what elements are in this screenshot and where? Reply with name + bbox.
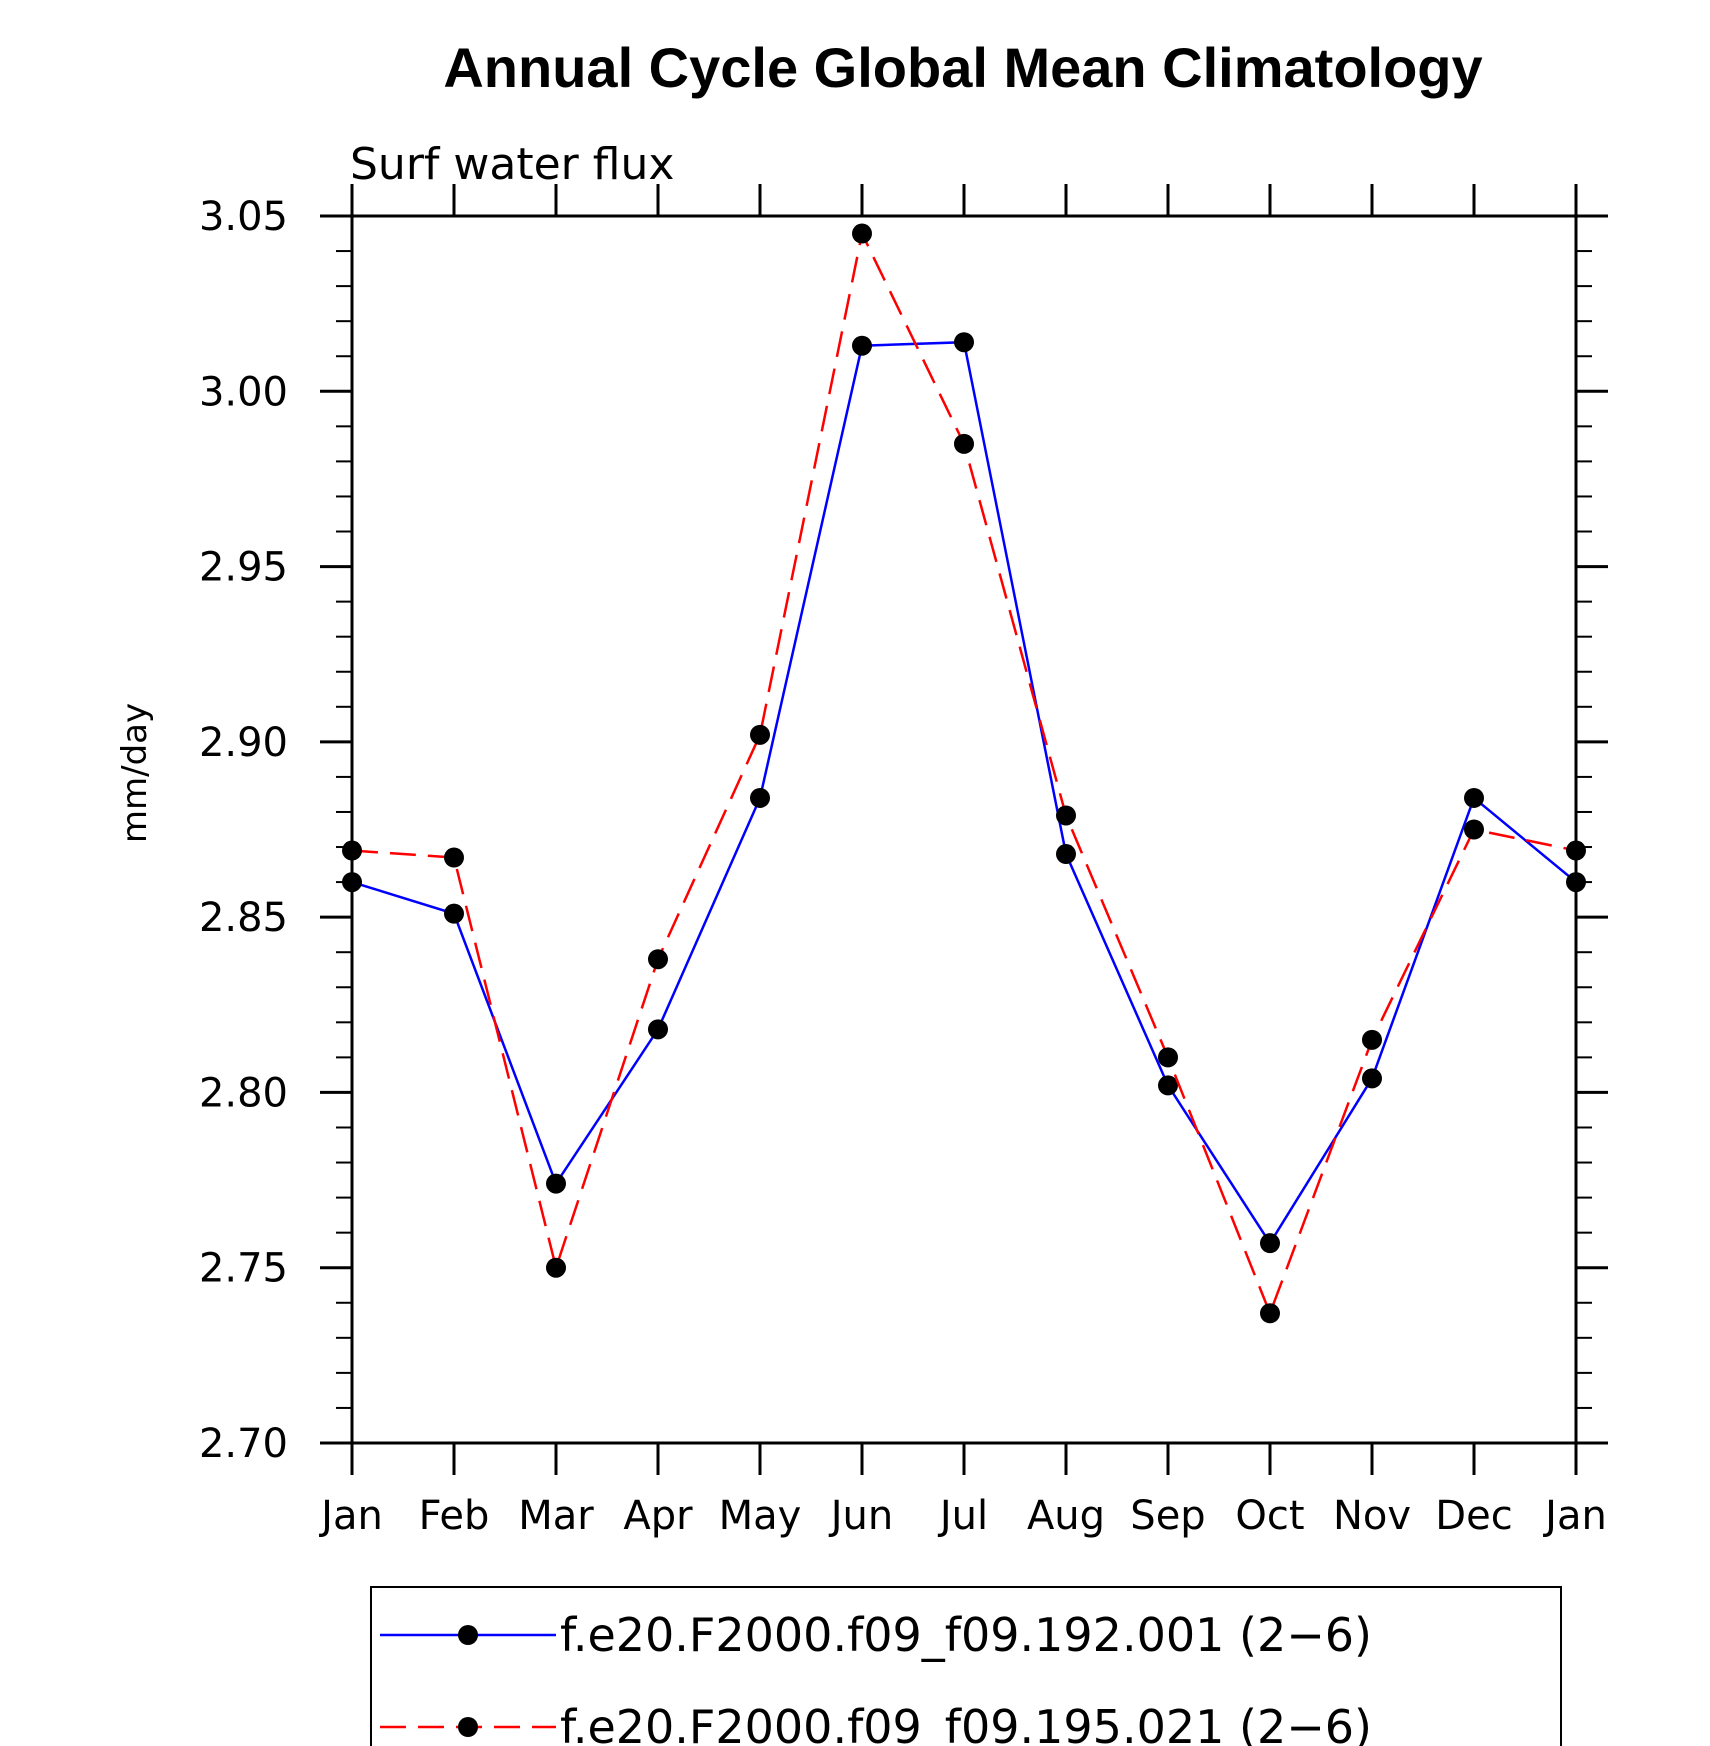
y-tick-label: 3.00	[199, 369, 288, 415]
y-tick-label: 2.80	[199, 1070, 288, 1116]
data-point	[954, 433, 974, 454]
axes: Jan Feb Mar Apr May Jun Jul Aug Sep Oct Nov Dec Jan 2…	[199, 184, 1608, 1539]
plot-frame	[350, 214, 1578, 1445]
y-tick-label: 2.90	[199, 720, 288, 766]
legend-label: f.e20.F2000.f09_f09.195.021 (2−6)	[560, 1700, 1372, 1746]
data-point	[1056, 844, 1076, 865]
series-line	[351, 229, 1577, 1317]
data-point	[750, 787, 770, 808]
data-point	[648, 1019, 668, 1040]
y-tick-label: 2.70	[199, 1421, 288, 1467]
data-point	[1362, 1068, 1382, 1089]
series-layer	[342, 223, 1586, 1324]
x-tick-label: Sep	[1130, 1493, 1205, 1539]
legend-items: f.e20.F2000.f09_f09.192.001 (2−6) f.e20.F…	[380, 1608, 1372, 1746]
y-tick-label: 3.05	[199, 194, 288, 240]
series-1	[342, 332, 1586, 1254]
data-point	[342, 840, 362, 861]
data-point	[852, 335, 872, 356]
y-tick-label: 2.85	[199, 895, 288, 941]
legend-item: f.e20.F2000.f09_f09.192.001 (2−6)	[380, 1608, 1372, 1662]
data-point	[1566, 840, 1586, 861]
x-tick-label: Oct	[1235, 1493, 1304, 1539]
data-point	[648, 949, 668, 970]
x-tick-label: May	[719, 1493, 802, 1539]
x-tick-label: Aug	[1027, 1493, 1105, 1539]
data-point	[1362, 1029, 1382, 1050]
data-point	[1158, 1075, 1178, 1096]
legend-marker	[458, 1717, 478, 1737]
y-tick-label: 2.95	[199, 545, 288, 591]
data-point	[1464, 787, 1484, 808]
data-point	[1464, 819, 1484, 840]
data-point	[852, 223, 872, 244]
x-tick-label: Nov	[1333, 1493, 1411, 1539]
data-point	[1056, 805, 1076, 826]
x-tick-label: Jan	[1542, 1493, 1607, 1539]
data-point	[1566, 872, 1586, 893]
x-tick-label: Jan	[318, 1493, 383, 1539]
data-point	[444, 903, 464, 924]
data-point	[750, 724, 770, 745]
data-point	[954, 332, 974, 353]
y-axis-label: mm/day	[115, 703, 155, 843]
legend-item: f.e20.F2000.f09_f09.195.021 (2−6)	[380, 1700, 1372, 1746]
x-tick-label: Jul	[937, 1493, 988, 1539]
chart-subtitle: Surf water flux	[350, 139, 674, 190]
x-tick-label: Dec	[1435, 1493, 1512, 1539]
data-point	[342, 872, 362, 893]
data-point	[546, 1257, 566, 1278]
legend-frame	[370, 1586, 1562, 1746]
data-point	[546, 1173, 566, 1194]
series-line	[351, 340, 1577, 1246]
legend: f.e20.F2000.f09_f09.192.001 (2−6) f.e20.F…	[370, 1586, 1562, 1746]
legend-marker	[458, 1625, 478, 1645]
y-tick-label: 2.75	[199, 1246, 288, 1292]
x-tick-label: Mar	[518, 1493, 594, 1539]
data-point	[1260, 1303, 1280, 1324]
x-tick-label: Feb	[419, 1493, 490, 1539]
x-tick-label: Jun	[828, 1493, 894, 1539]
x-tick-label: Apr	[623, 1493, 693, 1539]
data-point	[1158, 1047, 1178, 1068]
chart-title: Annual Cycle Global Mean Climatology	[443, 36, 1482, 99]
data-point	[444, 847, 464, 868]
data-point	[1260, 1233, 1280, 1254]
series-2	[342, 223, 1586, 1324]
legend-label: f.e20.F2000.f09_f09.192.001 (2−6)	[560, 1608, 1372, 1662]
